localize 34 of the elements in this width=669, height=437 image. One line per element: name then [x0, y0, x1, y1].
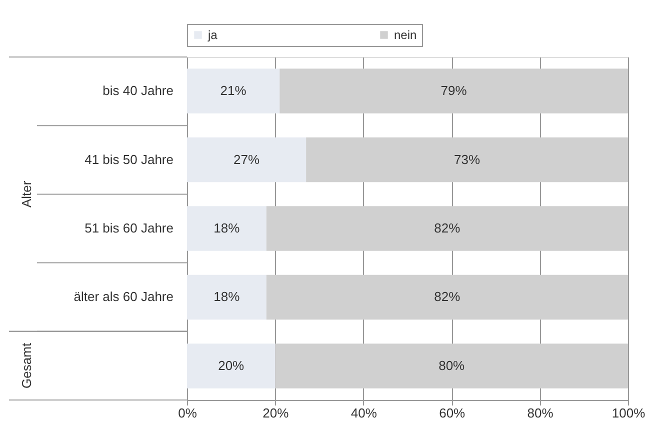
y-tick-label: 41 bis 50 Jahre: [84, 152, 174, 167]
bar: [275, 344, 628, 388]
x-tick-label: 0%: [178, 406, 198, 420]
bar: [266, 274, 628, 320]
legend-label: ja: [207, 28, 218, 42]
x-tick-label: 40%: [350, 406, 378, 420]
y-tick-label: bis 40 Jahre: [102, 83, 174, 98]
bar: [187, 274, 266, 320]
bar: [187, 344, 276, 388]
data-label: 82%: [434, 289, 461, 304]
x-tick-label: 20%: [262, 406, 290, 420]
data-label: 82%: [434, 220, 461, 236]
data-label: 18%: [214, 289, 240, 304]
x-tick-label: 60%: [439, 406, 466, 420]
text: Alter: [19, 180, 34, 208]
data-label: 79%: [440, 83, 468, 98]
bar: [280, 68, 628, 114]
data-label: 18%: [214, 220, 240, 236]
bar: [266, 206, 628, 251]
bar: [187, 68, 280, 114]
bar: [187, 206, 266, 251]
data-label: 73%: [454, 152, 480, 167]
data-label: 21%: [220, 83, 247, 98]
y-tick-label: älter als 60 Jahre: [74, 289, 174, 304]
x-tick-label: 80%: [527, 406, 554, 420]
data-label: 27%: [234, 152, 260, 167]
bar: [306, 137, 628, 182]
data-label: 20%: [218, 358, 245, 373]
legend-label: nein: [394, 28, 417, 42]
data-label: 80%: [438, 358, 466, 373]
text: Gesamt: [19, 342, 34, 388]
x-tick-label: 100%: [612, 406, 646, 420]
y-tick-label: 51 bis 60 Jahre: [84, 220, 174, 236]
bar: [187, 137, 306, 182]
